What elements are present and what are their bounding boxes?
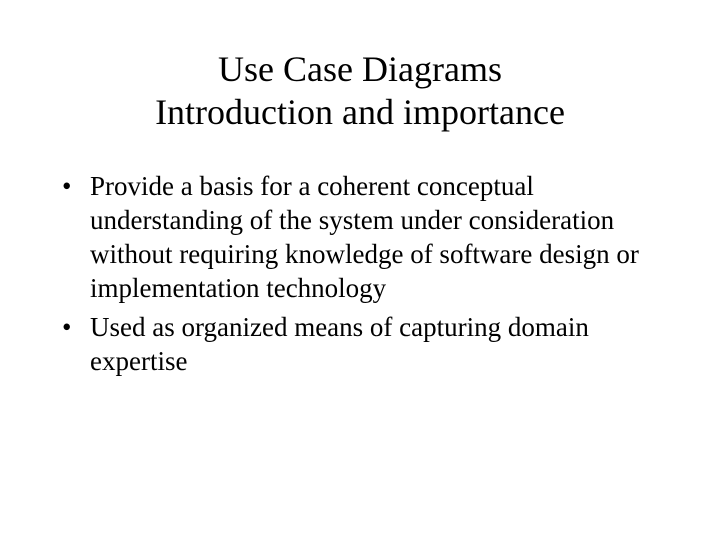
slide-title: Use Case Diagrams Introduction and impor… bbox=[50, 48, 670, 134]
slide: Use Case Diagrams Introduction and impor… bbox=[0, 0, 720, 540]
list-item: Used as organized means of capturing dom… bbox=[62, 311, 670, 379]
bullet-list: Provide a basis for a coherent conceptua… bbox=[62, 170, 670, 379]
title-line-2: Introduction and importance bbox=[50, 91, 670, 134]
list-item: Provide a basis for a coherent conceptua… bbox=[62, 170, 670, 305]
title-line-1: Use Case Diagrams bbox=[50, 48, 670, 91]
bullet-text: Used as organized means of capturing dom… bbox=[90, 312, 589, 376]
bullet-text: Provide a basis for a coherent conceptua… bbox=[90, 171, 639, 302]
